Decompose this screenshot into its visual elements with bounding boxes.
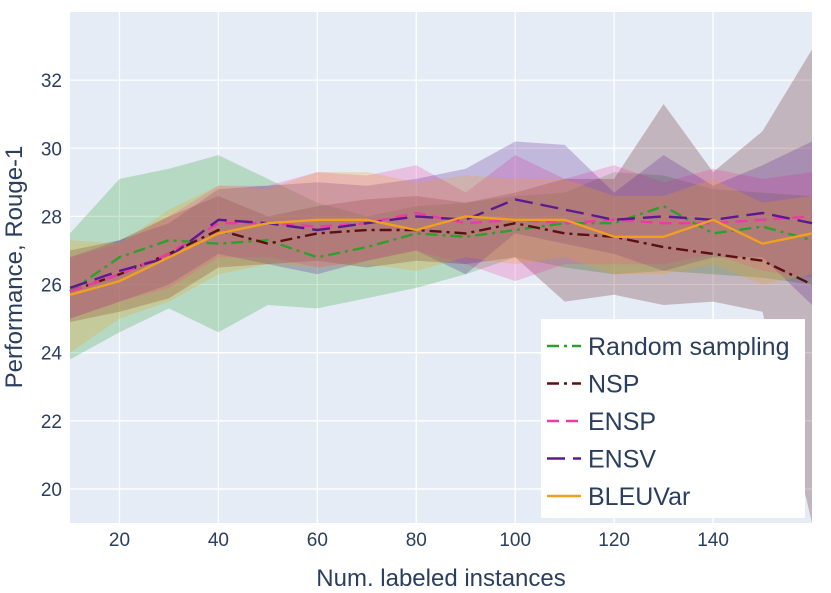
- x-tick-label: 60: [307, 530, 328, 551]
- series-lines: [69, 198, 813, 296]
- y-tick-label: 30: [41, 139, 62, 160]
- legend: Random sampling NSP ENSP ENSV BLEUVar: [541, 319, 805, 518]
- y-tick-label: 22: [41, 412, 62, 433]
- line-bleuvar: [69, 215, 813, 296]
- legend-label: NSP: [588, 371, 639, 399]
- line-nsp: [69, 221, 813, 293]
- band-nsp: [70, 49, 812, 523]
- legend-label: ENSV: [588, 446, 656, 474]
- legend-label: ENSP: [588, 408, 656, 436]
- x-axis-title: Num. labeled instances: [316, 565, 565, 592]
- x-axis-ticks: 20 40 60 80 100 120 140: [109, 530, 729, 551]
- x-tick-label: 40: [208, 530, 229, 551]
- x-tick-label: 100: [499, 530, 531, 551]
- line-ensv: [69, 198, 813, 290]
- band-ensp: [70, 155, 812, 319]
- x-tick-label: 80: [406, 530, 427, 551]
- y-tick-label: 20: [41, 480, 62, 501]
- y-tick-label: 32: [41, 71, 62, 92]
- y-axis-title: Performance, Rouge-1: [1, 146, 28, 389]
- confidence-bands: [70, 49, 812, 523]
- x-tick-label: 140: [697, 530, 729, 551]
- y-tick-label: 26: [41, 276, 62, 297]
- legend-box: [541, 319, 805, 518]
- y-tick-label: 28: [41, 207, 62, 228]
- band-ensv: [70, 141, 812, 319]
- y-tick-label: 24: [41, 344, 63, 365]
- legend-label: BLEUVar: [588, 483, 690, 511]
- y-axis-ticks: 20 22 24 26 28 30 32: [41, 71, 63, 501]
- x-tick-label: 20: [109, 530, 130, 551]
- band-bleuvar: [70, 172, 812, 353]
- x-tick-label: 120: [598, 530, 630, 551]
- band-random-sampling: [70, 155, 812, 360]
- legend-label: Random sampling: [588, 333, 790, 361]
